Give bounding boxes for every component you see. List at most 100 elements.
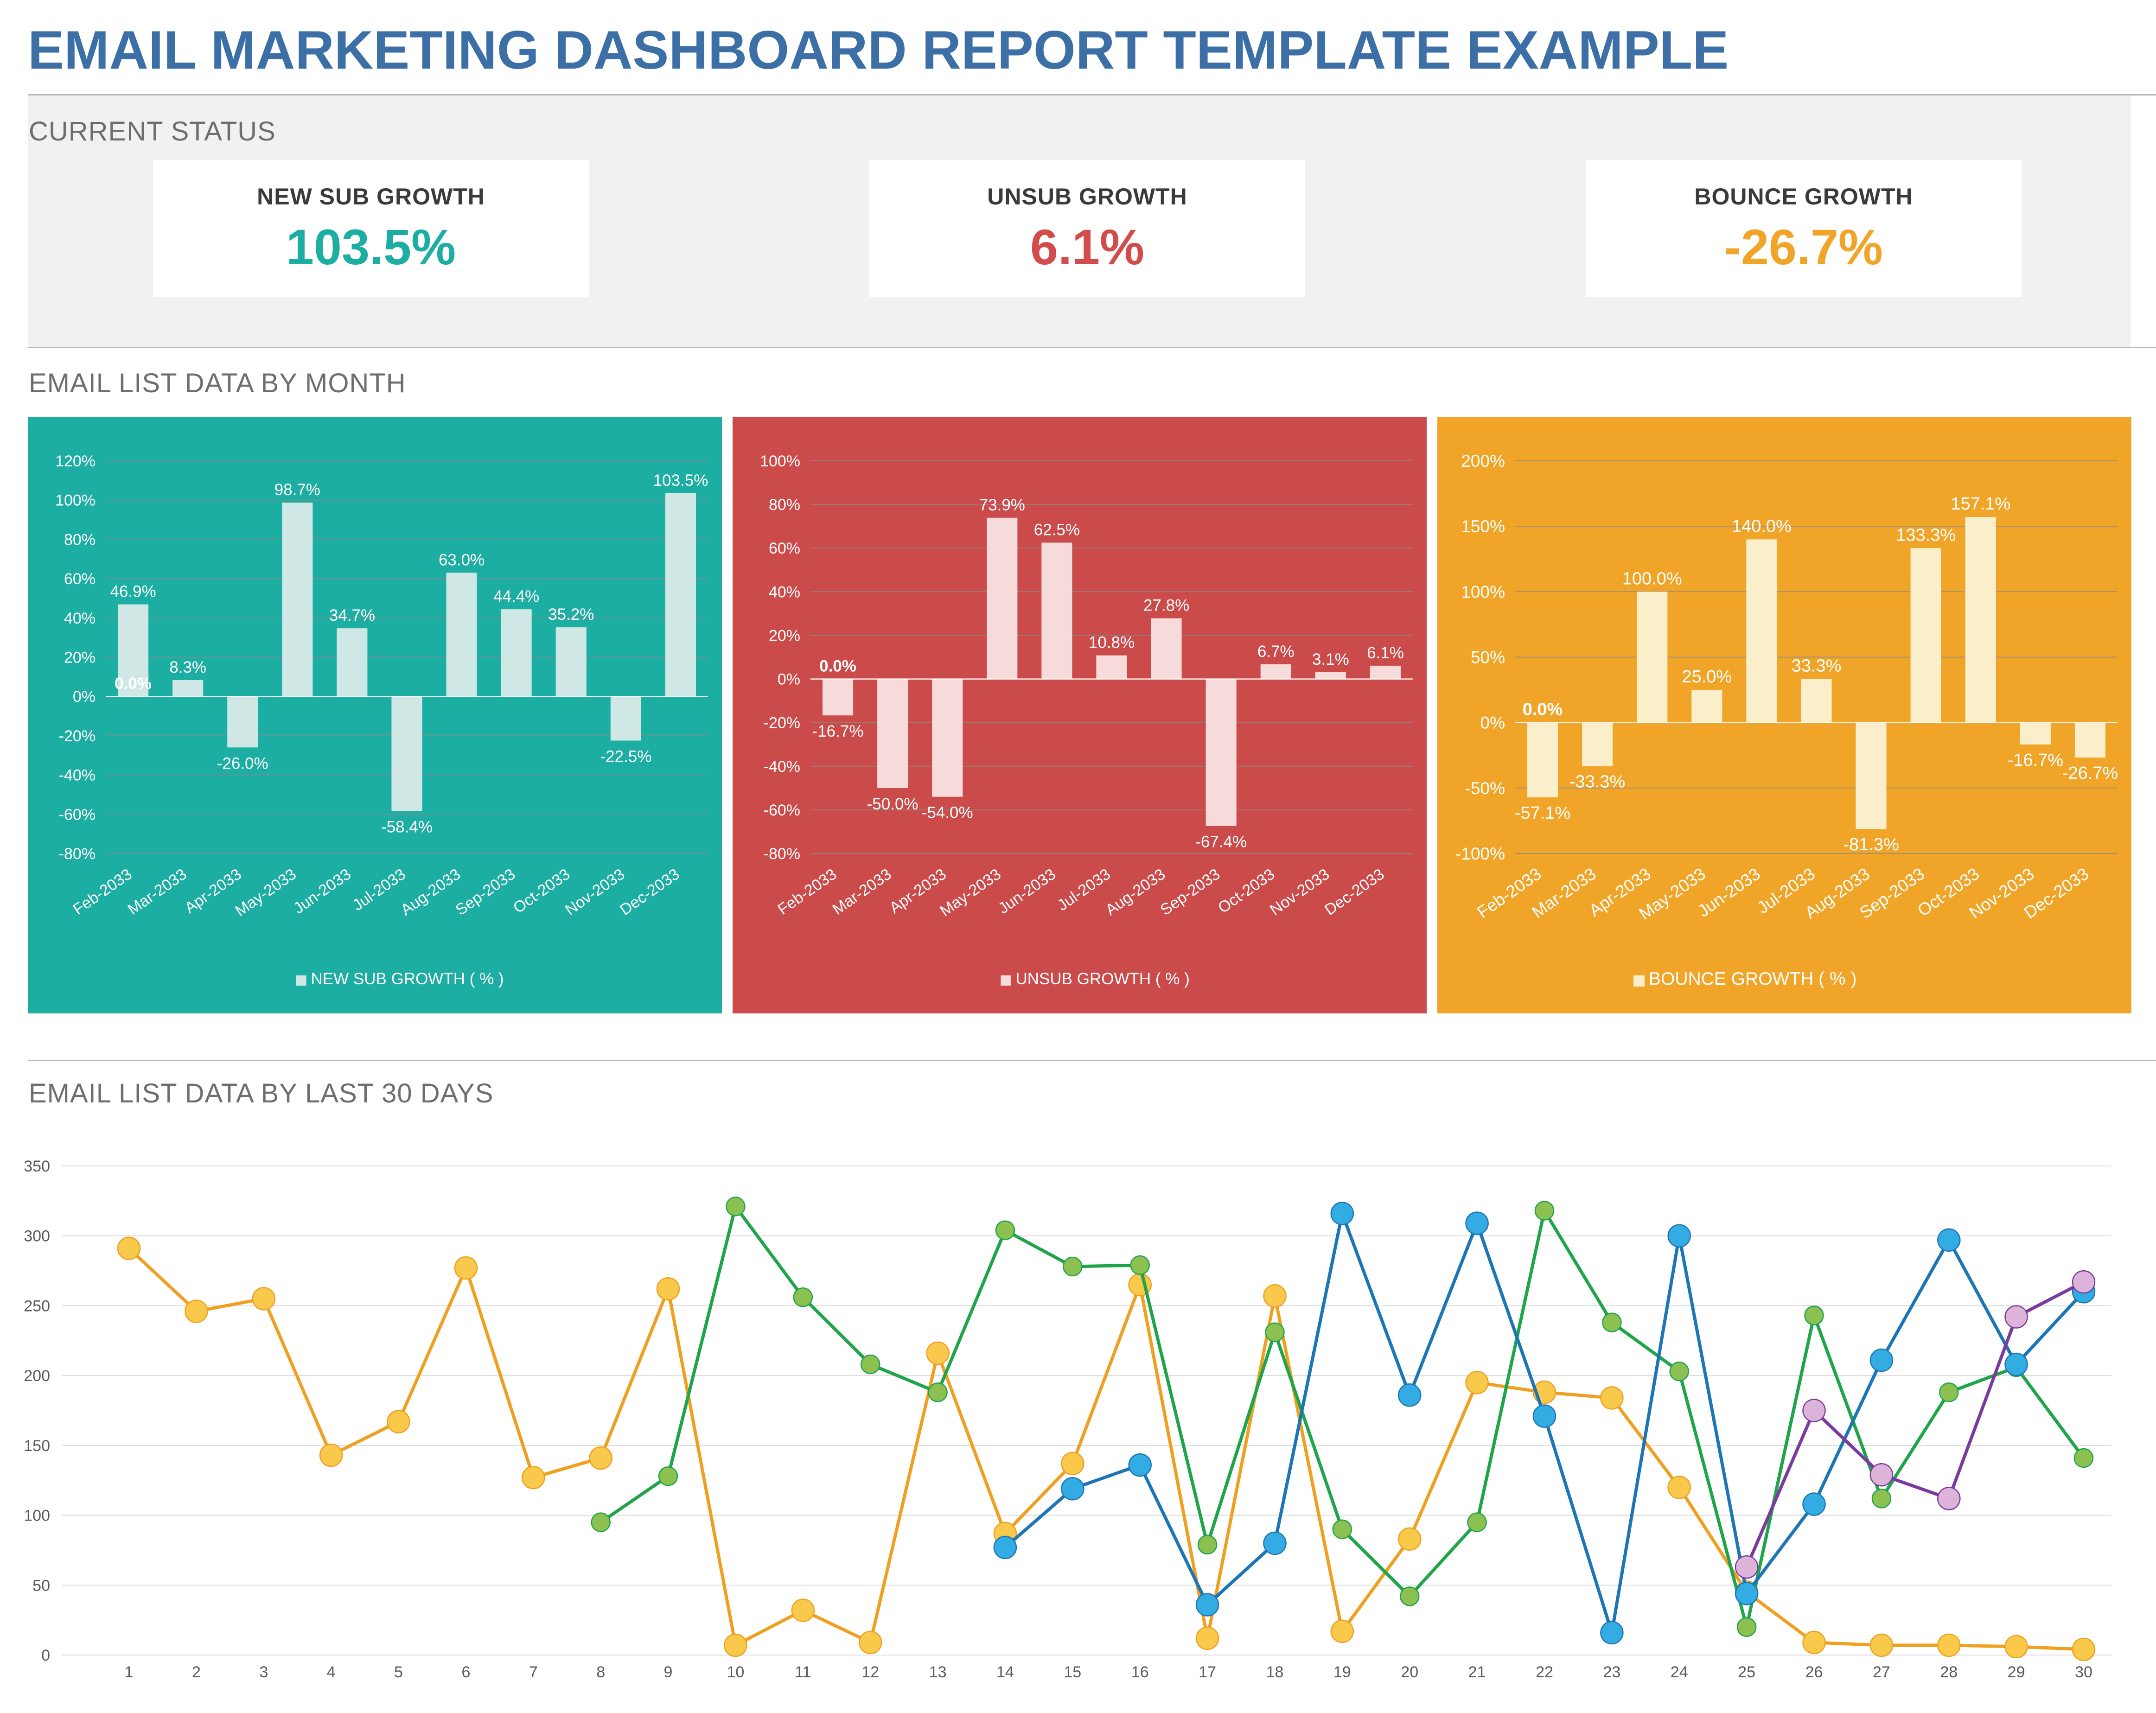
- svg-text:Nov-2033: Nov-2033: [1267, 865, 1333, 919]
- svg-text:0%: 0%: [1480, 713, 1505, 732]
- svg-text:-20%: -20%: [59, 727, 96, 745]
- svg-text:-60%: -60%: [59, 806, 96, 823]
- svg-text:0.0%: 0.0%: [115, 675, 152, 693]
- svg-text:100: 100: [24, 1507, 50, 1525]
- svg-text:Jun-2033: Jun-2033: [995, 865, 1059, 917]
- svg-text:19: 19: [1333, 1663, 1351, 1681]
- svg-text:20: 20: [1401, 1663, 1418, 1681]
- svg-text:6.7%: 6.7%: [1257, 643, 1295, 661]
- svg-text:16: 16: [1131, 1663, 1149, 1681]
- svg-text:8.3%: 8.3%: [169, 658, 206, 676]
- svg-text:12: 12: [861, 1663, 879, 1681]
- svg-text:62.5%: 62.5%: [1034, 521, 1080, 539]
- svg-text:-16.7%: -16.7%: [812, 722, 864, 740]
- svg-text:80%: 80%: [769, 496, 800, 514]
- svg-text:-67.4%: -67.4%: [1195, 833, 1247, 851]
- svg-text:15: 15: [1064, 1663, 1081, 1681]
- svg-text:1: 1: [125, 1663, 134, 1681]
- svg-text:Sep-2033: Sep-2033: [453, 865, 519, 919]
- svg-text:6: 6: [461, 1663, 470, 1681]
- svg-text:350: 350: [24, 1158, 50, 1175]
- svg-text:3.1%: 3.1%: [1312, 650, 1349, 669]
- svg-text:0.0%: 0.0%: [819, 657, 856, 675]
- svg-text:-57.1%: -57.1%: [1515, 803, 1570, 823]
- svg-text:-26.0%: -26.0%: [217, 754, 268, 772]
- svg-text:-40%: -40%: [59, 767, 96, 784]
- svg-text:73.9%: 73.9%: [979, 496, 1025, 514]
- svg-text:21: 21: [1468, 1663, 1486, 1681]
- svg-text:46.9%: 46.9%: [110, 583, 156, 601]
- svg-text:60%: 60%: [769, 540, 800, 557]
- svg-text:0%: 0%: [778, 671, 800, 688]
- svg-text:29: 29: [2008, 1663, 2025, 1681]
- svg-text:-81.3%: -81.3%: [1843, 835, 1899, 854]
- svg-text:Nov-2033: Nov-2033: [562, 865, 628, 919]
- svg-text:Jun-2033: Jun-2033: [1694, 864, 1764, 921]
- svg-text:60%: 60%: [64, 570, 96, 588]
- svg-text:100%: 100%: [55, 492, 96, 509]
- svg-text:157.1%: 157.1%: [1951, 494, 2010, 514]
- svg-text:20%: 20%: [769, 627, 800, 644]
- svg-text:98.7%: 98.7%: [274, 481, 320, 499]
- svg-text:13: 13: [929, 1663, 947, 1681]
- svg-text:250: 250: [24, 1297, 50, 1315]
- svg-text:8: 8: [596, 1663, 605, 1681]
- svg-text:-16.7%: -16.7%: [2008, 751, 2063, 770]
- svg-text:30: 30: [2075, 1663, 2092, 1681]
- svg-text:0.0%: 0.0%: [1523, 700, 1563, 720]
- svg-text:UNSUB GROWTH ( % ): UNSUB GROWTH ( % ): [1016, 970, 1190, 988]
- svg-text:44.4%: 44.4%: [493, 587, 539, 605]
- svg-text:35.2%: 35.2%: [548, 605, 594, 624]
- svg-text:-60%: -60%: [764, 802, 800, 819]
- svg-text:May-2033: May-2033: [937, 865, 1004, 920]
- svg-text:May-2033: May-2033: [232, 865, 300, 920]
- svg-text:18: 18: [1266, 1663, 1284, 1681]
- svg-text:26: 26: [1805, 1663, 1823, 1681]
- svg-text:2: 2: [192, 1663, 201, 1681]
- svg-text:40%: 40%: [64, 610, 96, 627]
- svg-text:40%: 40%: [769, 583, 800, 601]
- svg-text:3: 3: [259, 1663, 268, 1681]
- svg-text:11: 11: [795, 1663, 811, 1681]
- svg-text:300: 300: [24, 1228, 50, 1245]
- svg-text:Jun-2033: Jun-2033: [290, 865, 354, 917]
- svg-text:5: 5: [394, 1663, 403, 1681]
- svg-text:17: 17: [1199, 1663, 1216, 1681]
- svg-text:Mar-2033: Mar-2033: [829, 865, 895, 918]
- svg-text:-20%: -20%: [764, 714, 800, 732]
- svg-text:50%: 50%: [1471, 648, 1505, 667]
- svg-text:NEW SUB GROWTH ( % ): NEW SUB GROWTH ( % ): [311, 970, 504, 988]
- svg-text:Aug-2033: Aug-2033: [1103, 865, 1169, 919]
- svg-text:0: 0: [41, 1647, 50, 1664]
- svg-text:Oct-2033: Oct-2033: [1215, 865, 1278, 917]
- svg-text:100%: 100%: [760, 452, 800, 470]
- svg-text:50: 50: [32, 1577, 50, 1594]
- svg-text:BOUNCE GROWTH ( % ): BOUNCE GROWTH ( % ): [1649, 969, 1856, 989]
- svg-text:9: 9: [664, 1663, 673, 1681]
- svg-text:-26.7%: -26.7%: [2062, 764, 2118, 783]
- svg-text:200: 200: [24, 1367, 50, 1385]
- svg-text:6.1%: 6.1%: [1367, 644, 1404, 662]
- svg-text:0%: 0%: [73, 688, 96, 706]
- svg-text:-58.4%: -58.4%: [381, 818, 433, 836]
- svg-text:Dec-2033: Dec-2033: [617, 865, 683, 919]
- svg-text:-50%: -50%: [1465, 779, 1505, 798]
- svg-text:103.5%: 103.5%: [653, 471, 708, 490]
- svg-text:-80%: -80%: [59, 845, 96, 863]
- svg-text:22: 22: [1536, 1663, 1553, 1681]
- svg-text:10.8%: 10.8%: [1089, 634, 1135, 652]
- svg-text:150%: 150%: [1461, 517, 1505, 536]
- svg-text:Feb-2033: Feb-2033: [70, 865, 135, 918]
- svg-text:24: 24: [1671, 1663, 1688, 1681]
- svg-text:Sep-2033: Sep-2033: [1157, 865, 1224, 919]
- svg-text:23: 23: [1603, 1663, 1620, 1681]
- svg-text:-33.3%: -33.3%: [1569, 772, 1625, 792]
- svg-text:7: 7: [529, 1663, 538, 1681]
- svg-text:4: 4: [327, 1663, 336, 1681]
- svg-text:Feb-2033: Feb-2033: [775, 865, 840, 918]
- svg-text:25: 25: [1738, 1663, 1755, 1681]
- svg-text:10: 10: [727, 1663, 744, 1681]
- svg-text:14: 14: [996, 1663, 1014, 1681]
- svg-text:25.0%: 25.0%: [1682, 667, 1732, 687]
- svg-text:20%: 20%: [64, 649, 96, 667]
